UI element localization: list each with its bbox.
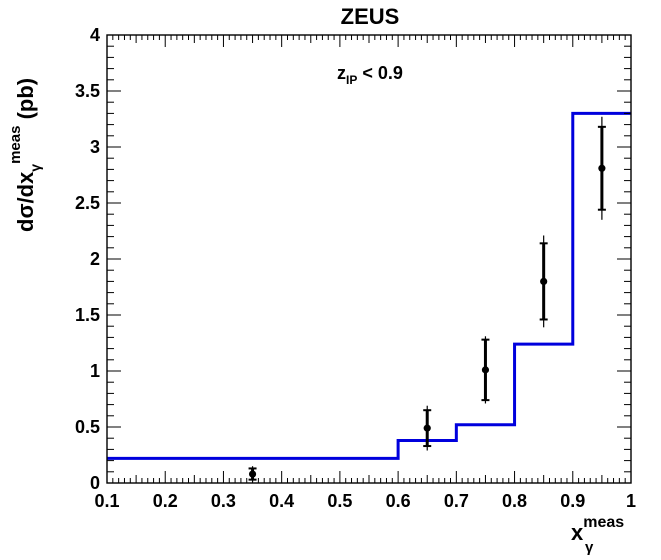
x-tick-label: 1 [626,491,636,511]
y-axis-label-sup: meas [7,126,24,164]
x-axis-label-sub: γ [585,539,594,556]
y-tick-label: 1.5 [75,305,100,325]
x-tick-label: 0.9 [560,491,585,511]
data-point [598,164,606,172]
tick-labels-layer: 0.1 0.2 0.3 0.4 0.5 0.6 0.7 0.8 0.9 1 0 0.5 1 1.5 2 2.5… [75,25,636,511]
plot-frame [106,34,632,484]
cut-annotation-sub: IP [346,73,357,87]
cut-annotation: zIP < 0.9 [337,63,403,87]
axes-layer [106,34,632,484]
data-point [540,277,548,285]
x-axis-label: xmeas [571,514,624,545]
y-tick-label: 4 [90,25,100,45]
data-point [423,424,431,432]
y-tick-label: 0 [90,473,100,493]
x-tick-label: 0.7 [444,491,469,511]
data-points-layer [248,116,606,482]
x-axis-label-main: x [571,520,584,545]
data-point [481,366,490,374]
y-tick-label: 0.5 [75,417,100,437]
y-axis-label-unit: (pb) [13,78,38,126]
cut-annotation-rest: < 0.9 [357,63,403,83]
data-point [248,470,257,478]
histogram-layer [107,111,631,460]
x-tick-label: 0.2 [153,491,178,511]
x-axis-label-sup: meas [583,514,624,531]
x-tick-label: 0.8 [502,491,527,511]
y-axis-label-sub: γ [27,164,43,172]
y-tick-label: 3.5 [75,81,100,101]
x-tick-label: 0.5 [327,491,352,511]
x-tick-label: 0.1 [94,491,119,511]
x-tick-label: 0.3 [211,491,236,511]
y-axis-label-main: dσ/dx [13,171,38,232]
cut-annotation-main: z [337,63,346,83]
y-axis-label: dσ/dxγmeas (pb) [7,78,43,232]
x-tick-label: 0.4 [269,491,294,511]
y-tick-label: 2.5 [75,193,100,213]
x-tick-label: 0.6 [386,491,411,511]
y-tick-label: 2 [90,249,100,269]
histogram-line [107,111,631,460]
y-tick-label: 3 [90,137,100,157]
chart-title: ZEUS [341,4,400,29]
y-tick-label: 1 [90,361,100,381]
